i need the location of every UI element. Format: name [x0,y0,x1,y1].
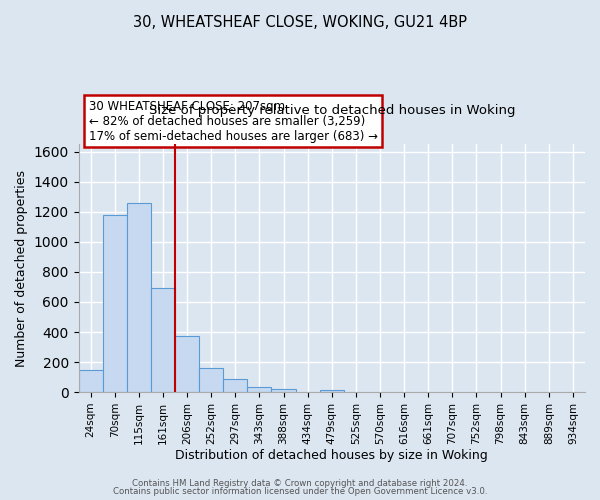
X-axis label: Distribution of detached houses by size in Woking: Distribution of detached houses by size … [175,450,488,462]
Bar [151,288,175,392]
Text: 30, WHEATSHEAF CLOSE, WOKING, GU21 4BP: 30, WHEATSHEAF CLOSE, WOKING, GU21 4BP [133,15,467,30]
Text: Contains HM Land Registry data © Crown copyright and database right 2024.: Contains HM Land Registry data © Crown c… [132,478,468,488]
Bar [79,370,103,392]
Bar [199,368,223,392]
Bar [223,378,247,392]
Y-axis label: Number of detached properties: Number of detached properties [15,170,28,366]
Bar [127,203,151,392]
Bar [103,215,127,392]
Title: Size of property relative to detached houses in Woking: Size of property relative to detached ho… [149,104,515,117]
Bar [271,389,296,392]
Text: Contains public sector information licensed under the Open Government Licence v3: Contains public sector information licen… [113,487,487,496]
Text: 30 WHEATSHEAF CLOSE: 207sqm
← 82% of detached houses are smaller (3,259)
17% of : 30 WHEATSHEAF CLOSE: 207sqm ← 82% of det… [89,100,377,142]
Bar [247,387,271,392]
Bar [175,336,199,392]
Bar [320,390,344,392]
